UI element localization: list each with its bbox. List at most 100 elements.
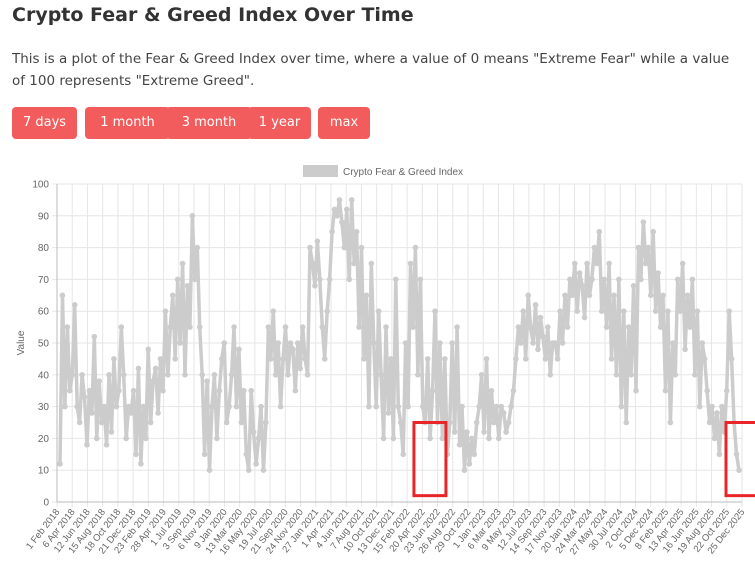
data-point (424, 356, 431, 362)
data-point (491, 419, 497, 426)
data-point (579, 282, 585, 289)
data-point (238, 419, 245, 426)
data-point (623, 419, 630, 426)
data-point (547, 372, 554, 378)
data-point (709, 403, 715, 410)
data-point (142, 435, 149, 442)
data-point (165, 372, 171, 378)
data-point (446, 419, 453, 426)
data-point (400, 451, 406, 458)
data-point (481, 429, 487, 435)
data-point (250, 429, 257, 435)
y-tick-label: 60 (38, 307, 50, 318)
data-point (297, 365, 304, 372)
data-point (432, 308, 438, 314)
data-point (140, 403, 147, 410)
data-point (618, 403, 625, 410)
data-point (103, 441, 110, 448)
data-point (596, 228, 603, 235)
data-point (167, 324, 174, 330)
data-point (667, 419, 674, 426)
data-point (419, 403, 426, 410)
data-point (304, 372, 311, 378)
data-point (370, 340, 377, 346)
data-point (260, 467, 267, 474)
data-point (586, 292, 593, 299)
data-point (454, 324, 460, 330)
data-point (192, 276, 198, 283)
data-point (500, 410, 507, 416)
highlight-box (724, 421, 755, 498)
data-point (253, 461, 259, 467)
range-1-year-button[interactable]: 1 year (248, 107, 311, 139)
data-point (469, 435, 475, 442)
data-point (373, 403, 380, 410)
data-point (356, 324, 362, 330)
y-tick-label: 20 (38, 434, 50, 445)
data-point (687, 324, 693, 330)
data-point (628, 372, 634, 378)
data-point (723, 387, 730, 394)
data-point (211, 372, 218, 378)
data-point (478, 372, 485, 378)
data-point (312, 282, 318, 289)
data-point (630, 282, 637, 289)
y-tick-label: 70 (38, 275, 50, 286)
data-point (130, 387, 137, 394)
data-point (620, 308, 627, 314)
data-point (466, 461, 473, 467)
range-max-button[interactable]: max (318, 107, 370, 139)
data-point (81, 394, 88, 400)
data-point (427, 435, 433, 442)
data-point (495, 435, 502, 442)
data-point (194, 244, 201, 251)
data-point (329, 228, 335, 235)
data-point (280, 356, 286, 362)
data-point (638, 276, 644, 283)
data-point (581, 314, 588, 321)
data-point (79, 372, 85, 378)
data-point (679, 260, 686, 267)
data-point (120, 372, 127, 378)
data-point (174, 276, 181, 283)
data-point (179, 260, 186, 267)
data-point (522, 356, 529, 362)
data-point (128, 410, 134, 416)
data-point (314, 238, 321, 245)
data-point (701, 356, 708, 362)
data-point (89, 410, 95, 416)
data-point (488, 387, 495, 394)
data-point (616, 276, 622, 283)
data-point (93, 435, 100, 442)
y-tick-label: 80 (38, 243, 50, 254)
data-point (589, 276, 595, 283)
data-point (326, 276, 333, 283)
data-point (268, 356, 274, 362)
data-point (429, 387, 436, 394)
data-point (383, 324, 389, 330)
data-point (515, 324, 522, 330)
data-point (157, 356, 164, 362)
data-point (255, 435, 262, 442)
range-3-month-button[interactable]: 3 month (166, 107, 252, 139)
data-point (282, 324, 289, 330)
range-7-days-button[interactable]: 7 days (12, 107, 77, 139)
data-point (564, 324, 571, 330)
data-point (57, 461, 63, 467)
data-point (258, 403, 264, 410)
data-point (368, 260, 375, 267)
y-tick-label: 50 (38, 339, 50, 350)
legend-label: Crypto Fear & Greed Index (343, 167, 463, 178)
data-point (138, 461, 144, 467)
data-point (248, 387, 254, 394)
data-point (223, 419, 230, 426)
data-point (160, 387, 166, 394)
data-point (525, 292, 531, 299)
data-point (513, 356, 519, 362)
range-1-month-button[interactable]: 1 month (85, 107, 170, 139)
data-point (123, 435, 129, 442)
data-point (714, 410, 720, 416)
data-point (530, 340, 536, 346)
data-point (294, 340, 301, 346)
data-point (407, 260, 414, 267)
